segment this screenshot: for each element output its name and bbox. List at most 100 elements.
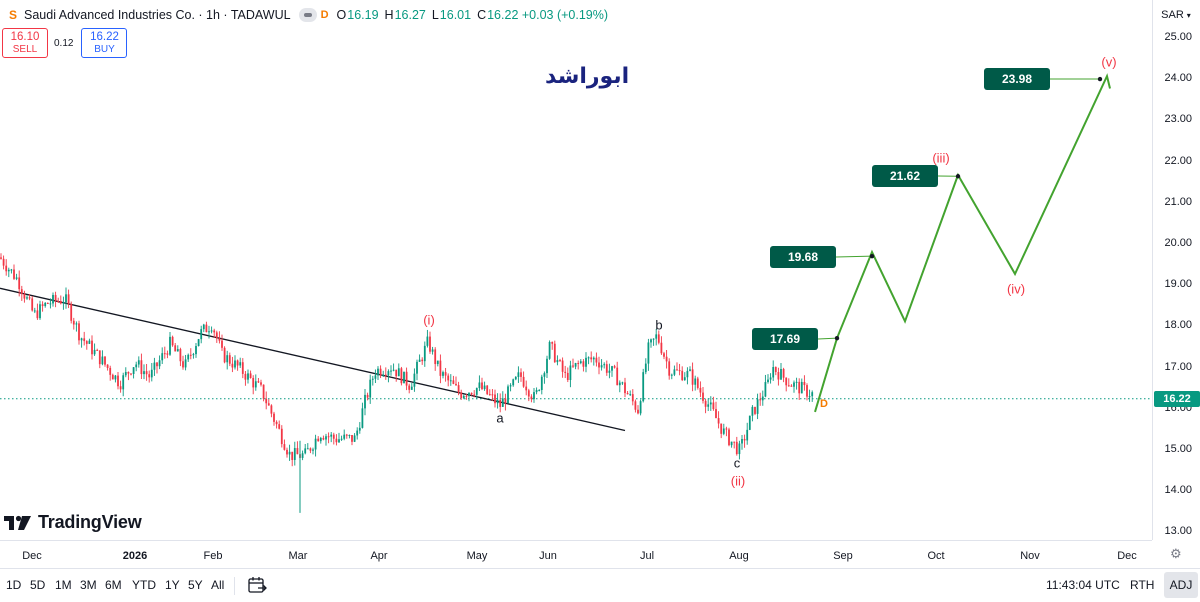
time-tick-label: 2026 [122,550,148,562]
candle-body [358,427,361,431]
target-box-1[interactable]: 17.69 [752,328,818,350]
candle-body [733,441,736,443]
candle-body [416,361,418,374]
candle-body [475,388,478,395]
target-connector [835,255,873,258]
candle-body [803,381,806,386]
candle-body [795,381,798,383]
session-rth-button[interactable]: RTH [1130,578,1155,592]
candle-body [624,382,626,394]
candle-body [374,375,377,379]
candle-body [470,392,473,395]
candle-body [408,385,411,390]
eye-toggle-icon[interactable] [298,8,317,22]
chart-area[interactable] [0,0,1152,540]
range-1y-button[interactable]: 1Y [165,578,180,592]
candle-body [124,371,127,376]
candle-body [223,347,226,363]
currency-selector[interactable]: SAR ▾ [1156,6,1196,24]
candle-body [473,394,476,396]
candle-body [668,361,671,376]
candle-body [163,353,166,355]
adjust-data-button[interactable]: ADJ [1164,572,1198,598]
candle-body [481,382,483,390]
range-6m-button[interactable]: 6M [105,578,122,592]
tradingview-logo[interactable]: TradingView [4,512,142,533]
target-box-2[interactable]: 19.68 [770,246,836,268]
candle-body [309,448,312,451]
candle-body [241,362,244,374]
date-range-icon[interactable] [246,574,268,596]
candle-body [377,368,379,376]
candle-body [273,413,275,422]
candle-body [455,383,457,386]
candle-body [704,400,707,407]
range-5y-button[interactable]: 5Y [188,578,203,592]
candle-body [283,444,286,450]
candle-body [712,402,715,410]
candle-body [13,269,15,279]
candle-body [600,365,603,368]
candle-body [577,363,580,365]
candle-body [496,399,499,404]
buy-button[interactable]: 16.22 BUY [81,28,128,58]
candle-body [798,381,801,394]
candle-body [507,386,509,404]
candle-body [335,438,338,443]
target-box-4[interactable]: 23.98 [984,68,1050,90]
candle-body [10,269,13,271]
candle-body [707,404,710,407]
candle-body [538,389,541,391]
time-tick-label: Nov [1020,550,1040,562]
range-5d-button[interactable]: 5D [30,578,46,592]
range-1m-button[interactable]: 1M [55,578,72,592]
candle-body [31,298,34,311]
elliott-projection-path [814,73,1111,413]
candle-body [774,367,777,373]
candle-body [678,370,681,372]
candle-body [421,359,424,362]
candle-body [535,390,538,393]
ohlc-low-label: L [431,8,439,22]
target-dot [955,174,961,179]
candle-body [101,356,104,365]
candle-body [213,330,216,333]
range-ytd-button[interactable]: YTD [132,578,156,592]
candle-body [551,342,554,344]
candle-body [650,339,652,343]
candle-body [119,386,122,390]
candle-body [228,355,231,364]
range-3m-button[interactable]: 3M [80,578,97,592]
time-tick-label: Oct [927,550,945,562]
candle-body [91,340,93,355]
range-all-button[interactable]: All [211,578,225,592]
target-box-3[interactable]: 21.62 [872,165,938,187]
candle-body [267,403,270,406]
candle-body [800,381,803,394]
symbol-logo-icon[interactable]: S [8,8,17,22]
symbol-title[interactable]: Saudi Advanced Industries Co. · 1h · TAD… [24,8,291,22]
candle-body [759,399,762,401]
candle-body [72,320,75,325]
candle-body [137,360,140,365]
dividend-marker[interactable]: D [820,398,828,410]
candle-body [70,303,73,321]
spread-value: 0.12 [54,37,74,49]
candle-body [15,277,18,279]
candle-body [780,368,782,380]
time-axis[interactable]: Dec 2026 Feb Mar Apr May Jun Jul Aug Sep Oct Nov Dec [0,540,1152,568]
price-scale[interactable]: 25.00 24.00 23.00 22.00 21.00 20.00 19.00 18.00… [1152,0,1200,540]
candle-body [676,369,678,371]
range-1d-button[interactable]: 1D [6,578,22,592]
utc-clock[interactable]: 11:43:04 UTC [1046,578,1120,592]
candle-body [460,392,463,399]
candle-body [0,257,2,259]
candle-body [790,385,793,387]
candle-body [249,373,252,378]
axis-settings-icon[interactable]: ⚙ [1170,546,1182,561]
candle-body [262,384,265,399]
candle-body [384,374,387,376]
price-chart[interactable] [0,0,1152,540]
candle-body [590,357,593,360]
sell-button[interactable]: 16.10 SELL [2,28,48,58]
